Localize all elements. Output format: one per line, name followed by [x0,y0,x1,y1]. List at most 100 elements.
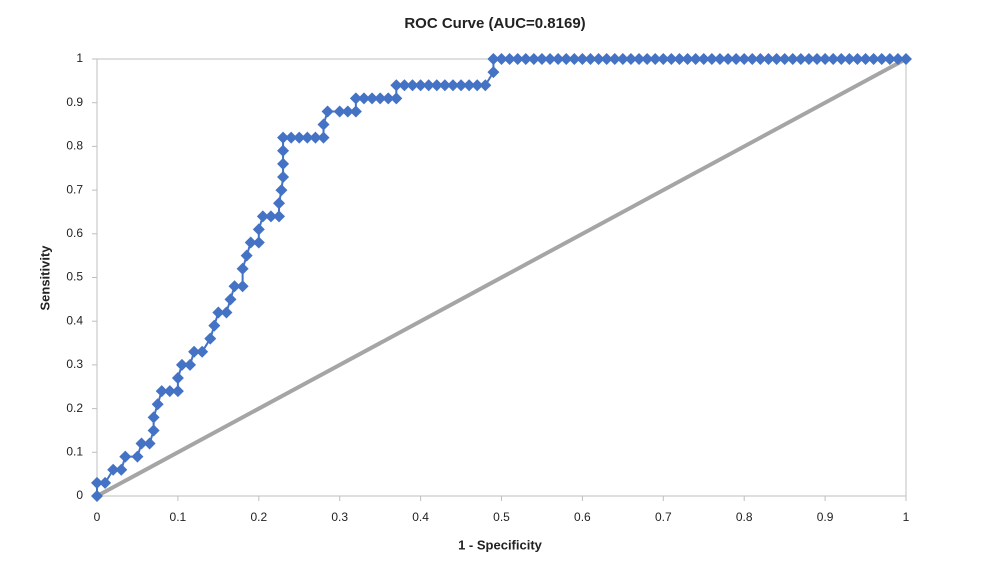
point [430,79,443,92]
point [802,53,815,65]
point [171,385,184,398]
point [398,79,411,92]
point [746,53,759,65]
point [762,53,775,65]
point [349,92,362,105]
point [446,79,459,92]
point [115,463,128,476]
point [333,105,346,118]
point [301,131,314,144]
series-line [96,57,907,498]
x-tick-label: 0 [94,510,101,524]
x-tick-label: 0.5 [493,510,510,524]
point [374,92,387,105]
point [275,184,288,197]
point [471,79,484,92]
x-tick-label: 1 [903,510,910,524]
point [786,53,799,65]
point [220,306,233,319]
point [713,53,726,65]
point [463,79,476,92]
point [827,53,840,65]
point [147,424,160,437]
point [341,105,354,118]
point [697,53,710,65]
point [277,144,290,157]
point [794,53,807,65]
point [147,411,160,424]
point [730,53,743,65]
point [576,53,589,65]
point [131,450,144,463]
point [689,53,702,65]
point [495,53,508,65]
point [366,92,379,105]
point [256,210,269,223]
y-tick-label: 0 [76,488,83,502]
point [143,437,156,450]
point [608,53,621,65]
point [252,236,265,249]
point [568,53,581,65]
point [778,53,791,65]
point [264,210,277,223]
point [171,372,184,385]
point [624,53,637,65]
point [600,53,613,65]
y-tick-label: 1 [76,51,83,65]
point [196,345,209,358]
point [107,463,120,476]
point [851,53,864,65]
point [592,53,605,65]
point [754,53,767,65]
y-tick-label: 0.9 [66,95,83,109]
point [382,92,395,105]
point [317,131,330,144]
x-tick-label: 0.7 [655,510,672,524]
point [552,53,565,65]
point [673,53,686,65]
point [657,53,670,65]
point [119,450,132,463]
x-tick-label: 0.8 [736,510,753,524]
point [273,197,286,210]
point [285,131,298,144]
point [317,118,330,131]
point [665,53,678,65]
point [244,236,257,249]
point [240,249,253,262]
point [770,53,783,65]
point [163,385,176,398]
x-tick-label: 0.2 [250,510,267,524]
point [438,79,451,92]
point [208,319,221,332]
y-axis-title: Sensitivity [37,245,52,311]
point [91,490,103,502]
point [175,358,188,371]
y-tick-label: 0.6 [66,226,83,240]
point [455,79,468,92]
point [633,53,646,65]
point [236,262,249,275]
point [738,53,751,65]
y-tick-label: 0.4 [66,313,83,327]
point [349,105,362,118]
point [277,131,290,144]
point [819,53,832,65]
point [487,53,500,65]
y-tick-label: 0.8 [66,139,83,153]
point [641,53,654,65]
point [212,306,225,319]
point [891,53,904,65]
point [511,53,524,65]
point [859,53,872,65]
point [649,53,662,65]
point [184,358,197,371]
point [479,79,492,92]
x-tick-label: 0.1 [170,510,187,524]
point [151,398,164,411]
point [843,53,856,65]
point [835,53,848,65]
point [681,53,694,65]
